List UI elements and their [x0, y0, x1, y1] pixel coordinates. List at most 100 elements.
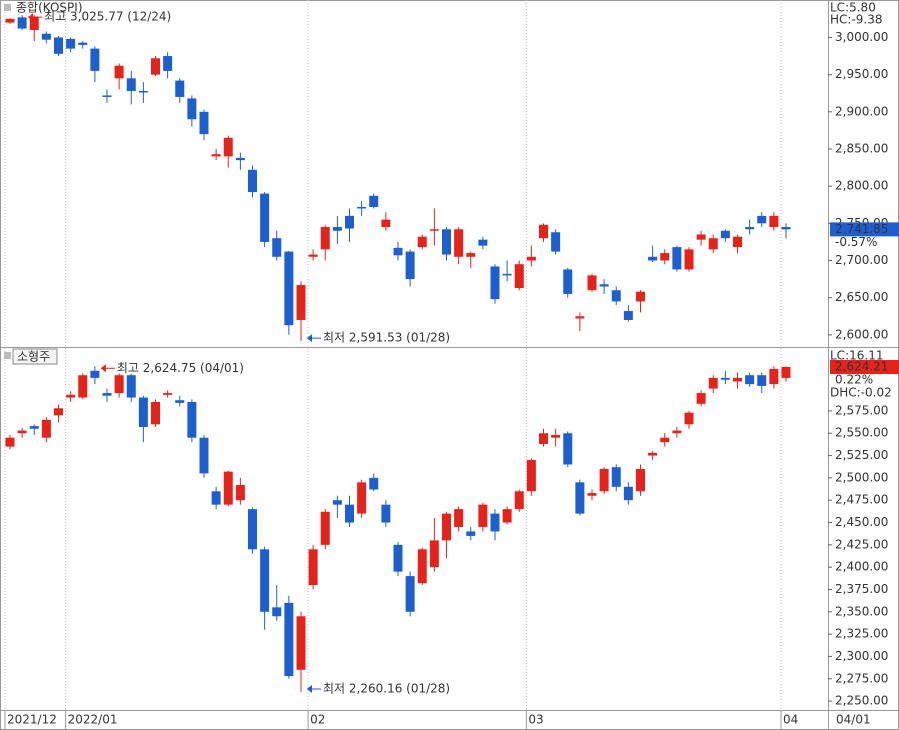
info-label: LC:16.11: [830, 349, 883, 363]
annotation: 최저 2,260.16 (01/28): [323, 682, 450, 696]
candle-body: [381, 504, 391, 523]
candle-body: [696, 393, 706, 404]
candle-body: [235, 157, 245, 161]
x-tick-label: 2022/01: [68, 713, 118, 727]
candle-body: [623, 311, 633, 320]
candle-body: [587, 493, 597, 496]
candle-body: [745, 227, 755, 230]
candle-body: [417, 549, 427, 584]
candle-body: [611, 467, 621, 487]
candle-body: [454, 229, 464, 257]
candle-body: [429, 540, 439, 568]
candle-body: [163, 393, 173, 395]
candle-body: [223, 471, 233, 505]
candle-body: [41, 33, 51, 40]
candle-body: [781, 366, 791, 378]
change-label: -0.57%: [835, 235, 877, 249]
candle-body: [284, 602, 294, 677]
info-label: LC:5.80: [830, 1, 876, 15]
candle-body: [29, 16, 39, 31]
candle-body: [405, 251, 415, 280]
candle-body: [272, 607, 282, 617]
candle-body: [260, 193, 270, 242]
candle-body: [102, 95, 112, 97]
candle-body: [648, 452, 658, 456]
candle-body: [757, 215, 767, 224]
candle-body: [636, 291, 645, 302]
candle-body: [381, 219, 391, 228]
candle-body: [757, 375, 767, 386]
candle-body: [29, 426, 39, 429]
candle-body: [54, 37, 63, 54]
y-tick-label: 2,575.00: [835, 403, 888, 417]
candle-body: [442, 229, 451, 255]
candle-body: [78, 375, 88, 398]
candle-body: [5, 18, 15, 23]
candle-body: [199, 437, 209, 474]
candle-body: [175, 400, 185, 403]
candle-body: [211, 491, 221, 505]
candle-body: [684, 249, 694, 270]
candle-body: [623, 486, 633, 501]
y-tick-label: 2,550.00: [835, 426, 888, 440]
annotation: 최고 2,624.75 (04/01): [117, 361, 244, 375]
y-tick-label: 2,400.00: [835, 560, 888, 574]
candle-body: [102, 393, 112, 396]
candle-body: [284, 251, 294, 326]
candle-body: [454, 509, 464, 527]
candle-body: [769, 368, 779, 385]
candle-body: [199, 111, 209, 135]
candle-body: [502, 273, 512, 276]
candle-body: [272, 238, 282, 257]
info-label: DHC:-0.02: [830, 385, 892, 399]
candle-body: [235, 485, 245, 501]
annotation: 최고 3,025.77 (12/24): [44, 10, 171, 24]
candle-body: [163, 56, 173, 71]
candle-body: [684, 412, 694, 425]
candle-body: [672, 430, 682, 434]
candle-body: [17, 17, 27, 29]
arrow-head: [100, 364, 106, 373]
candle-body: [405, 576, 415, 612]
candle-body: [563, 269, 573, 294]
candle-body: [320, 227, 330, 250]
candle-body: [636, 468, 645, 492]
candle-body: [417, 236, 427, 248]
y-tick-label: 2,650.00: [835, 290, 888, 304]
y-tick-label: 2,475.00: [835, 493, 888, 507]
candle-body: [490, 513, 500, 532]
candle-body: [126, 375, 136, 398]
candle-body: [332, 227, 342, 231]
candle-body: [575, 482, 585, 514]
candle-body: [296, 285, 306, 320]
candle-body: [187, 401, 197, 438]
candle-body: [296, 616, 306, 670]
candle-body: [308, 254, 318, 257]
candle-body: [175, 80, 185, 97]
x-tick-label: 02: [310, 713, 325, 727]
candle-body: [66, 394, 76, 398]
candle-body: [720, 230, 730, 239]
candle-body: [66, 38, 76, 49]
candle-body: [345, 215, 354, 229]
panel-icon: [4, 352, 11, 359]
info-label: HC:-9.38: [830, 13, 883, 27]
candle-body: [490, 266, 500, 300]
candle-body: [551, 435, 561, 438]
last-price-box: [830, 222, 899, 237]
candle-body: [211, 154, 221, 157]
candle-body: [357, 482, 367, 514]
candle-body: [733, 236, 742, 248]
candle-body: [369, 195, 379, 207]
candle-body: [126, 78, 136, 91]
candle-body: [466, 253, 476, 257]
y-tick-label: 2,375.00: [835, 582, 888, 596]
candle-body: [90, 370, 100, 378]
candle-body: [357, 206, 367, 209]
last-price-label: 2,741.85: [835, 222, 888, 236]
candle-body: [478, 239, 488, 246]
last-price-label: 2,624.21: [835, 359, 888, 373]
candle-body: [575, 316, 585, 319]
candle-body: [308, 549, 318, 586]
candle-body: [17, 430, 27, 434]
